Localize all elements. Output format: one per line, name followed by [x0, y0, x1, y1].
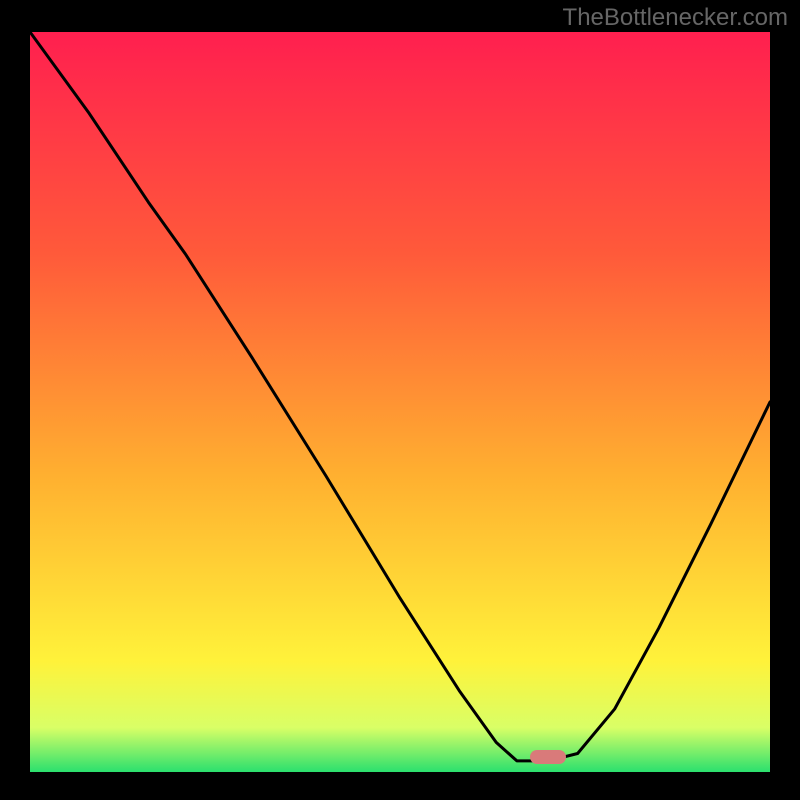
optimal-point-marker	[530, 750, 566, 764]
curve-path	[30, 32, 770, 761]
watermark-text: TheBottlenecker.com	[563, 4, 788, 32]
bottleneck-curve	[30, 32, 770, 772]
gradient-plot-area	[30, 32, 770, 772]
